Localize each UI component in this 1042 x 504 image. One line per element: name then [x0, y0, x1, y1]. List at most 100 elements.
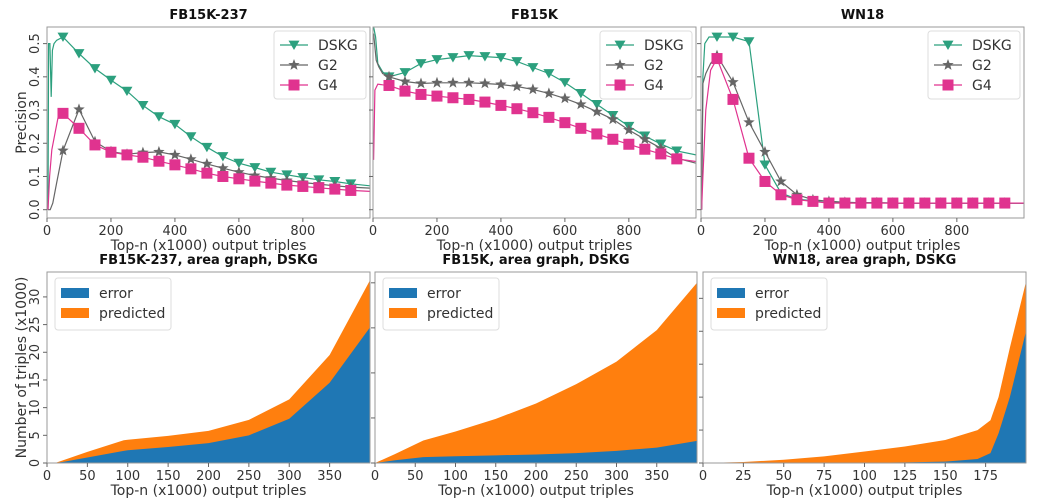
- marker-DSKG-triangle-down-icon: [743, 37, 755, 47]
- marker-G2-star-icon: [511, 80, 523, 92]
- legend-label-error: error: [427, 286, 461, 302]
- y-tick-label: 10: [28, 399, 43, 416]
- marker-DSKG-triangle-down-icon: [89, 64, 101, 74]
- x-tick-label: 600: [552, 224, 577, 239]
- x-tick-label: 50: [407, 469, 424, 484]
- x-tick-label: 600: [226, 224, 251, 239]
- x-tick-label: 0: [371, 469, 379, 484]
- marker-DSKG-triangle-down-icon: [575, 89, 587, 99]
- marker-G4-square-icon: [89, 139, 101, 151]
- marker-G2-star-icon: [743, 116, 755, 128]
- plot-area: [701, 32, 1024, 210]
- marker-G4-square-icon: [759, 175, 771, 187]
- legend-marker-DSKG-triangle-down-icon: [614, 40, 626, 50]
- marker-G2-star-icon: [57, 144, 69, 156]
- marker-G2-star-icon: [527, 83, 539, 95]
- marker-G4-square-icon: [655, 148, 667, 160]
- marker-G2-star-icon: [759, 145, 771, 157]
- chart-title: FB15K-237, area graph, DSKG: [99, 253, 318, 268]
- marker-G4-square-icon: [887, 197, 899, 209]
- legend-marker-G2-star-icon: [614, 59, 626, 70]
- marker-DSKG-triangle-down-icon: [711, 32, 723, 42]
- x-tick-label: 150: [156, 469, 181, 484]
- panel-fb15k237-precision: 0 200 400 600 800 0.0 0.1 0.2 0.3 0.4 0.5 FB15K-237…: [14, 8, 371, 254]
- marker-G4-square-icon: [217, 170, 229, 182]
- legend: DSKG G2 G4: [273, 30, 367, 100]
- y-axis-label: Number of triples (x1000): [14, 277, 30, 459]
- area-predicted: [375, 282, 697, 463]
- area-predicted: [703, 281, 1026, 463]
- legend-marker-G2-star-icon: [942, 59, 954, 70]
- marker-DSKG-triangle-down-icon: [105, 75, 117, 86]
- x-tick-label: 800: [944, 224, 969, 239]
- marker-G4-square-icon: [105, 146, 117, 158]
- plot-area: [47, 32, 370, 211]
- marker-G4-square-icon: [711, 53, 723, 65]
- marker-DSKG-triangle-down-icon: [169, 119, 181, 130]
- area-error: [703, 331, 1026, 463]
- x-tick-label: 50: [775, 469, 792, 484]
- x-tick-label: 125: [892, 469, 917, 484]
- marker-DSKG-triangle-down-icon: [431, 55, 443, 65]
- marker-G4-square-icon: [919, 197, 931, 209]
- legend-marker-G2-star-icon: [288, 59, 300, 70]
- marker-G2-star-icon: [655, 142, 667, 154]
- marker-G4-square-icon: [201, 167, 213, 179]
- x-axis-label: Top-n (x1000) output triples: [766, 483, 963, 499]
- x-tick-label: 0: [369, 224, 377, 239]
- marker-DSKG-triangle-down-icon: [153, 112, 165, 122]
- legend-label-G2: G2: [644, 58, 664, 74]
- marker-G4-square-icon: [951, 197, 963, 209]
- marker-G4-square-icon: [169, 159, 181, 171]
- plot-area: [703, 281, 1026, 463]
- y-tick-label: 15: [28, 372, 43, 389]
- x-tick-label: 400: [817, 224, 842, 239]
- panel-wn18-area: 0 25 50 75 100 125 150 175 WN18, area graph, DSK…: [699, 253, 1027, 499]
- chart-title: FB15K-237: [169, 8, 247, 23]
- marker-G2-star-icon: [265, 172, 277, 183]
- marker-G2-star-icon: [791, 188, 803, 200]
- x-tick-label: 0: [699, 469, 707, 484]
- marker-G4-square-icon: [73, 122, 85, 134]
- marker-DSKG-triangle-down-icon: [591, 99, 603, 110]
- marker-DSKG-triangle-down-icon: [479, 52, 491, 62]
- x-tick-label: 0: [43, 224, 51, 239]
- y-tick-label: 0.1: [28, 166, 43, 187]
- x-tick-label: 200: [425, 224, 450, 239]
- x-tick-label: 200: [99, 224, 124, 239]
- marker-G4-square-icon: [313, 182, 325, 194]
- marker-G2-star-icon: [575, 98, 587, 110]
- marker-G2-star-icon: [591, 105, 603, 117]
- legend: DSKG G2 G4: [927, 30, 1021, 100]
- y-axis-label: Precision: [14, 91, 30, 153]
- marker-G4-square-icon: [671, 153, 683, 165]
- chart-title: FB15K, area graph, DSKG: [442, 253, 629, 268]
- y-tick-label: 0.4: [28, 66, 43, 87]
- marker-DSKG-triangle-down-icon: [463, 51, 475, 61]
- marker-G4-square-icon: [527, 107, 539, 119]
- marker-G4-square-icon: [447, 92, 459, 104]
- legend-label-predicted: predicted: [755, 306, 821, 322]
- marker-G4-square-icon: [727, 93, 739, 105]
- x-axis-label: Top-n (x1000) output triples: [110, 483, 307, 499]
- legend-label-DSKG: DSKG: [644, 38, 684, 54]
- area-error: [375, 440, 697, 463]
- y-tick-label: 0.5: [28, 33, 43, 54]
- legend-marker-DSKG-triangle-down-icon: [942, 40, 954, 50]
- marker-G4-square-icon: [249, 175, 261, 187]
- legend-marker-DSKG-triangle-down-icon: [288, 40, 300, 50]
- marker-G2-star-icon: [727, 76, 739, 87]
- x-tick-label: 200: [753, 224, 778, 239]
- legend-label-G2: G2: [318, 58, 338, 74]
- marker-G4-square-icon: [233, 173, 245, 185]
- x-tick-label: 800: [290, 224, 315, 239]
- marker-DSKG-triangle-down-icon: [201, 142, 213, 153]
- marker-G4-square-icon: [623, 138, 635, 150]
- marker-G2-star-icon: [639, 133, 651, 145]
- marker-G4-square-icon: [265, 177, 277, 189]
- marker-G4-square-icon: [871, 197, 883, 209]
- legend-swatch-predicted: [717, 308, 745, 318]
- legend-swatch-predicted: [61, 308, 89, 318]
- x-axis-label: Top-n (x1000) output triples: [110, 238, 307, 254]
